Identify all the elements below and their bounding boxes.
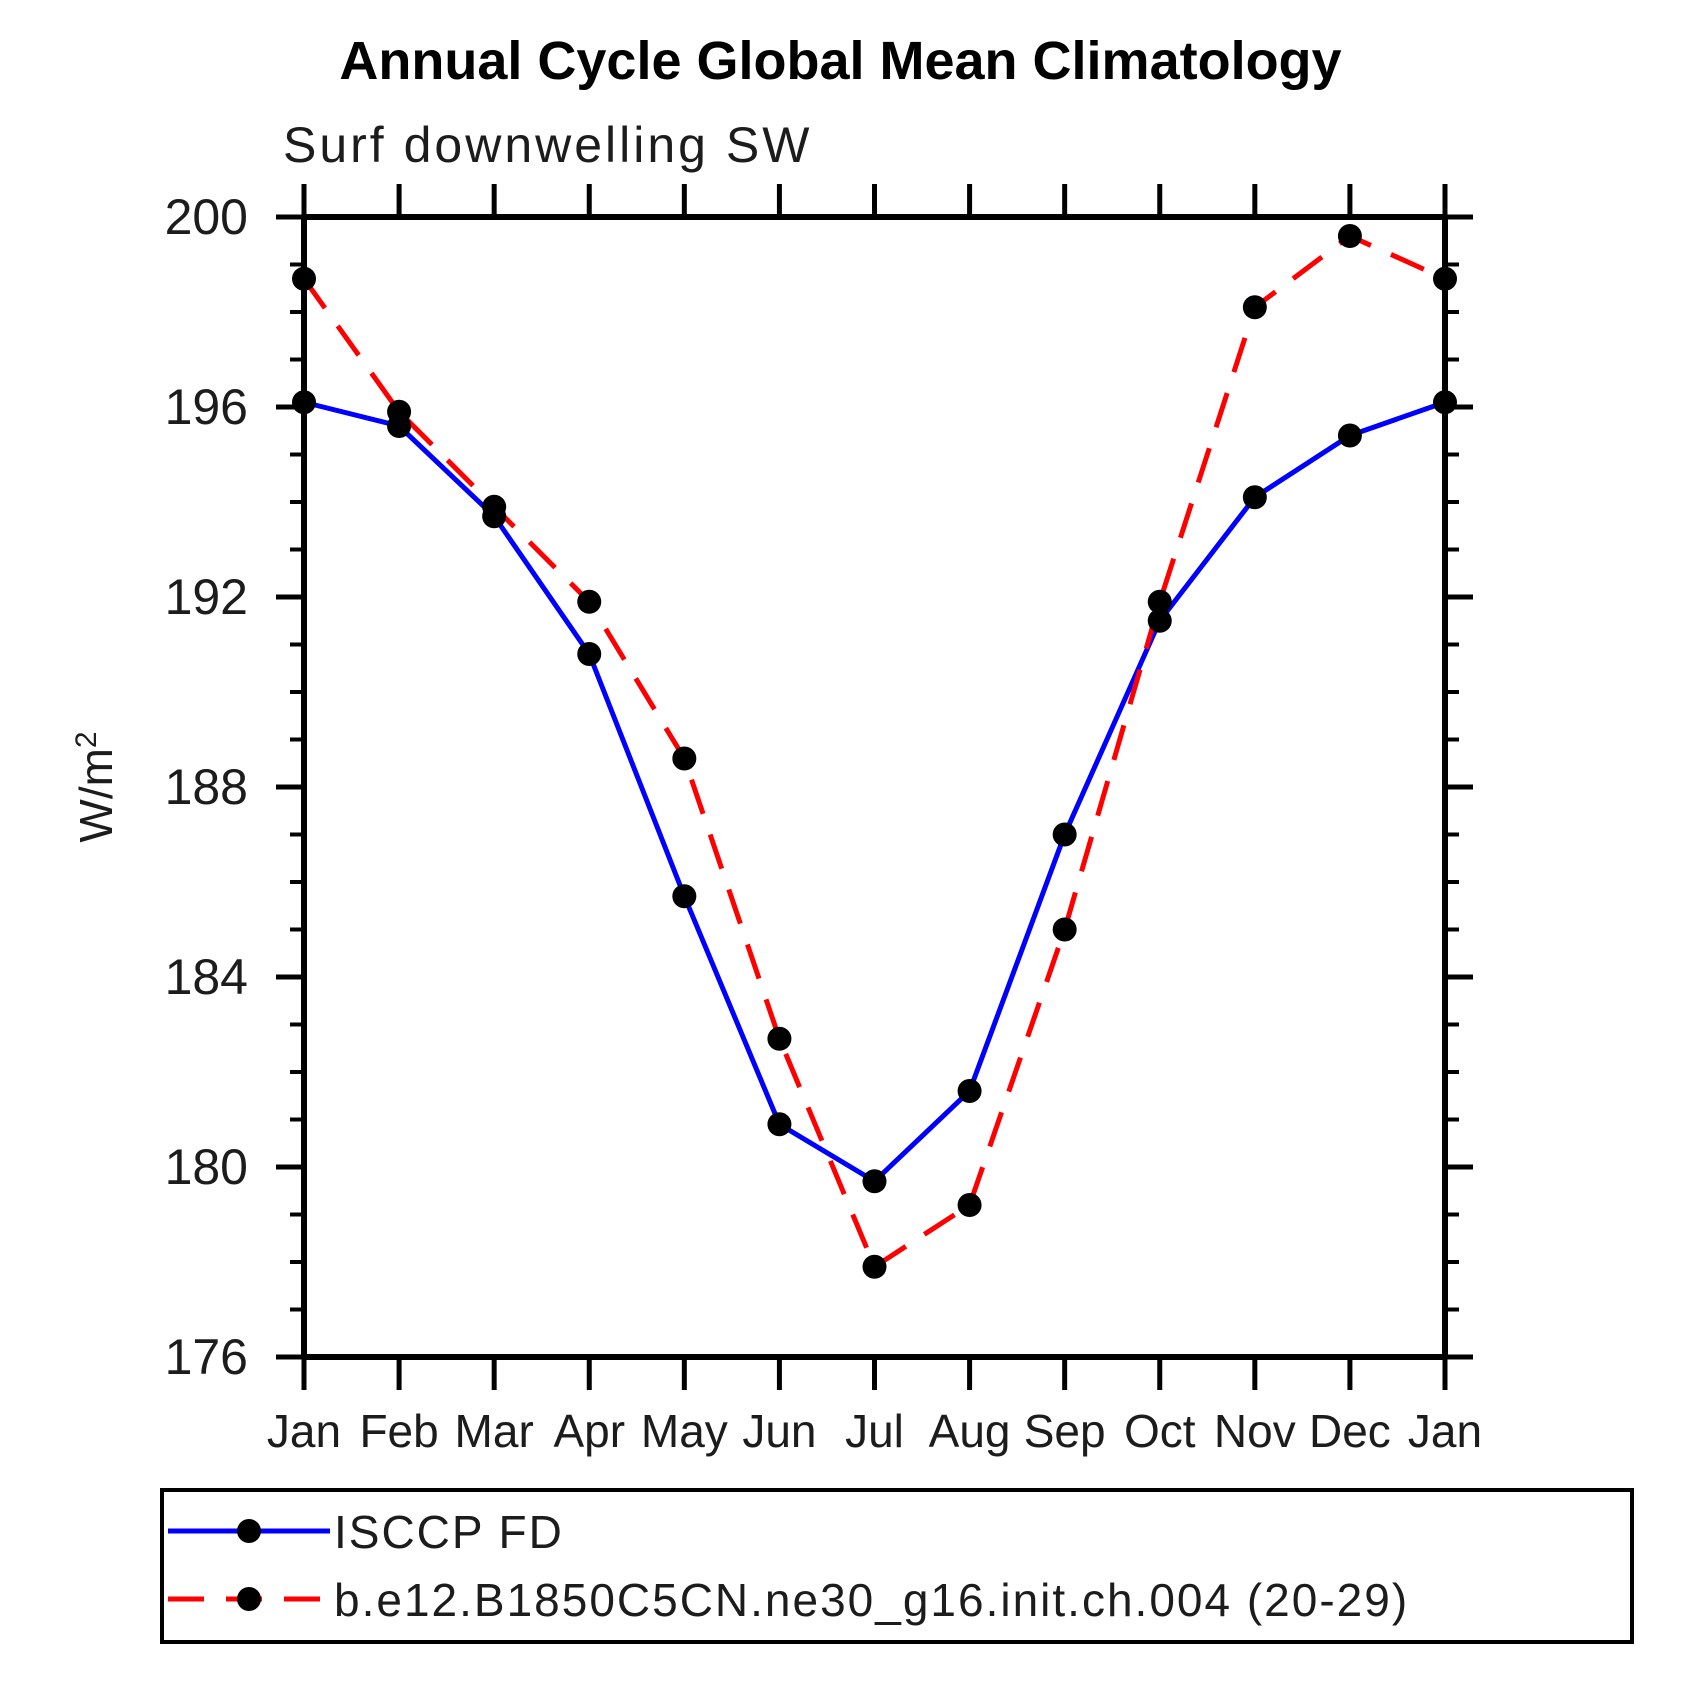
- data-point-isccp-fd: [292, 390, 316, 415]
- data-point-model: [292, 266, 316, 291]
- chart-subtitle: Surf downwelling SW: [283, 117, 813, 173]
- data-point-model: [1052, 917, 1077, 942]
- x-tick-label: Jan: [267, 1405, 341, 1457]
- legend-label: ISCCP FD: [334, 1506, 564, 1558]
- data-point-model: [482, 494, 507, 519]
- chart-title: Annual Cycle Global Mean Climatology: [339, 31, 1342, 91]
- y-tick-label: 180: [165, 1139, 248, 1195]
- y-tick-label: 176: [165, 1329, 248, 1385]
- data-point-model: [1433, 266, 1457, 291]
- data-point-isccp-fd: [577, 642, 602, 666]
- legend-marker: [237, 1519, 261, 1543]
- data-point-model: [862, 1254, 887, 1279]
- x-tick-label: Dec: [1309, 1405, 1391, 1457]
- x-tick-label: Mar: [455, 1405, 534, 1457]
- data-point-isccp-fd: [1242, 485, 1267, 510]
- legend-box: [160, 1488, 1634, 1644]
- data-point-model: [957, 1193, 982, 1217]
- data-point-isccp-fd: [1433, 390, 1457, 415]
- data-point-model: [672, 746, 697, 771]
- x-tick-label: Jun: [742, 1405, 816, 1457]
- y-axis-label: W/m2: [70, 731, 122, 842]
- x-tick-label: Jul: [845, 1405, 904, 1457]
- x-tick-label: May: [641, 1405, 728, 1457]
- x-tick-label: Feb: [359, 1405, 438, 1457]
- data-point-model: [387, 399, 412, 424]
- data-point-isccp-fd: [767, 1112, 792, 1137]
- data-point-model: [1242, 295, 1267, 320]
- data-point-isccp-fd: [672, 884, 697, 909]
- x-tick-label: Aug: [929, 1405, 1011, 1457]
- data-point-isccp-fd: [862, 1169, 887, 1194]
- legend-marker: [237, 1587, 261, 1611]
- series-line-isccp-fd: [303, 399, 1446, 1185]
- data-point-isccp-fd: [1052, 822, 1077, 847]
- x-tick-label: Oct: [1124, 1405, 1196, 1457]
- x-tick-label: Sep: [1024, 1405, 1106, 1457]
- y-axis-label-superscript: 2: [70, 731, 103, 748]
- data-point-isccp-fd: [957, 1079, 982, 1103]
- data-point-model: [767, 1026, 792, 1051]
- x-tick-label: Apr: [553, 1405, 625, 1457]
- x-tick-label: Jan: [1408, 1405, 1482, 1457]
- y-tick-label: 184: [165, 949, 248, 1005]
- y-tick-label: 188: [165, 759, 248, 815]
- data-point-model: [1147, 589, 1172, 614]
- x-tick-label: Nov: [1214, 1405, 1296, 1457]
- series-line-model: [301, 233, 1447, 1271]
- legend-label: b.e12.B1850C5CN.ne30_g16.init.ch.004 (20…: [334, 1574, 1409, 1626]
- y-tick-label: 200: [165, 189, 248, 245]
- data-point-isccp-fd: [1147, 608, 1172, 633]
- y-tick-label: 192: [165, 569, 248, 625]
- data-point-model: [577, 589, 602, 614]
- y-tick-label: 196: [165, 379, 248, 435]
- data-point-model: [1337, 224, 1362, 248]
- data-point-isccp-fd: [1337, 423, 1362, 448]
